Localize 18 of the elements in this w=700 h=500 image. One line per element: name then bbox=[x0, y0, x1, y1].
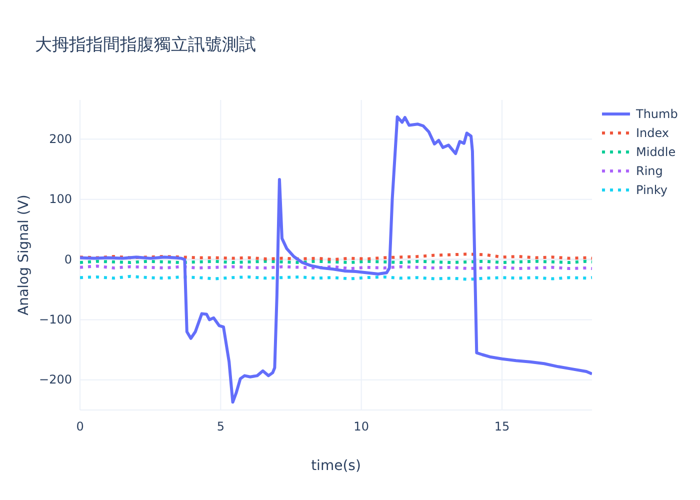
x-tick-label: 5 bbox=[216, 420, 224, 434]
y-tick-label: −200 bbox=[39, 372, 72, 387]
chart-title: 大拇指指間指腹獨立訊號測試 bbox=[35, 35, 256, 55]
x-axis-title: time(s) bbox=[311, 458, 361, 474]
legend-label: Ring bbox=[636, 164, 663, 178]
x-tick-label: 0 bbox=[76, 420, 84, 434]
legend-label: Middle bbox=[636, 145, 676, 159]
legend-label: Index bbox=[636, 126, 670, 140]
y-axis-title: Analog Signal (V) bbox=[16, 194, 32, 316]
legend-label: Pinky bbox=[636, 183, 668, 197]
line-series bbox=[80, 115, 592, 404]
x-tick-label: 15 bbox=[494, 420, 510, 434]
y-tick-label: 0 bbox=[64, 252, 72, 266]
x-tick-label: 10 bbox=[354, 420, 369, 434]
legend-label: Thumb bbox=[635, 107, 678, 121]
y-tick-label: 200 bbox=[49, 132, 72, 146]
y-tick-label: −100 bbox=[39, 312, 72, 327]
y-tick-label: 100 bbox=[49, 192, 72, 206]
